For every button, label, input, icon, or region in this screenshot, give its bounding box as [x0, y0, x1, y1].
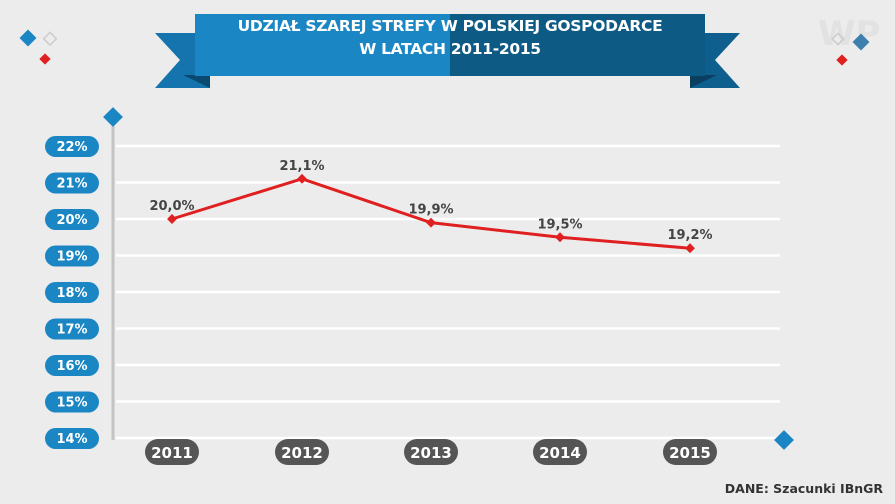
- y-tick-label: 20%: [56, 213, 87, 228]
- x-tick-pill: [145, 439, 199, 465]
- data-point: [426, 217, 436, 228]
- y-tick-label: 16%: [56, 359, 87, 374]
- y-tick-pill: [45, 282, 99, 303]
- y-tick-label: 19%: [56, 250, 87, 265]
- y-tick-pill: [45, 391, 99, 413]
- x-tick-label: 2013: [410, 444, 452, 462]
- data-point: [297, 173, 307, 184]
- y-tick-pill: [45, 355, 99, 376]
- y-tick-pill: [45, 428, 99, 449]
- y-tick-pill: [45, 136, 99, 157]
- y-tick-label: 21%: [56, 177, 87, 192]
- data-label: 19,5%: [537, 217, 582, 232]
- data-label: 21,1%: [279, 159, 324, 174]
- y-tick-label: 15%: [56, 396, 87, 411]
- x-tick-pill: [533, 439, 587, 465]
- title-ribbon: [155, 14, 740, 88]
- data-point: [555, 232, 565, 243]
- chart-title: UDZIAŁ SZAREJ STREFY W POLSKIEJ GOSPODAR…: [200, 15, 700, 61]
- axis-end-diamond: [774, 430, 794, 450]
- y-tick-pill: [45, 172, 99, 194]
- y-tick-pill: [45, 209, 99, 230]
- data-label: 20,0%: [149, 199, 194, 214]
- x-tick-label: 2011: [151, 444, 193, 462]
- data-point: [685, 243, 695, 254]
- x-tick-pill: [275, 439, 329, 465]
- wp-logo-text: WP: [818, 14, 880, 54]
- title-line-2: W LATACH 2011-2015: [359, 40, 541, 58]
- y-tick-pill: [45, 318, 99, 340]
- decor-left: [19, 29, 58, 65]
- wp-logo: WP: [818, 14, 880, 66]
- x-tick-label: 2014: [539, 444, 581, 462]
- x-tick-label: 2012: [281, 444, 323, 462]
- x-tick-pill: [404, 439, 458, 465]
- y-tick-label: 22%: [56, 140, 87, 155]
- y-tick-label: 18%: [56, 286, 87, 301]
- y-tick-label: 14%: [56, 432, 87, 447]
- data-label: 19,2%: [667, 228, 712, 243]
- source-note: DANE: Szacunki IBnGR: [724, 481, 883, 496]
- y-tick-label: 17%: [56, 323, 87, 338]
- y-tick-pill: [45, 245, 99, 267]
- x-tick-label: 2015: [669, 444, 711, 462]
- axis-top-diamond: [103, 107, 123, 127]
- data-label: 19,9%: [408, 203, 453, 218]
- title-line-1: UDZIAŁ SZAREJ STREFY W POLSKIEJ GOSPODAR…: [237, 17, 663, 35]
- x-tick-pill: [663, 439, 717, 465]
- data-point: [167, 214, 177, 224]
